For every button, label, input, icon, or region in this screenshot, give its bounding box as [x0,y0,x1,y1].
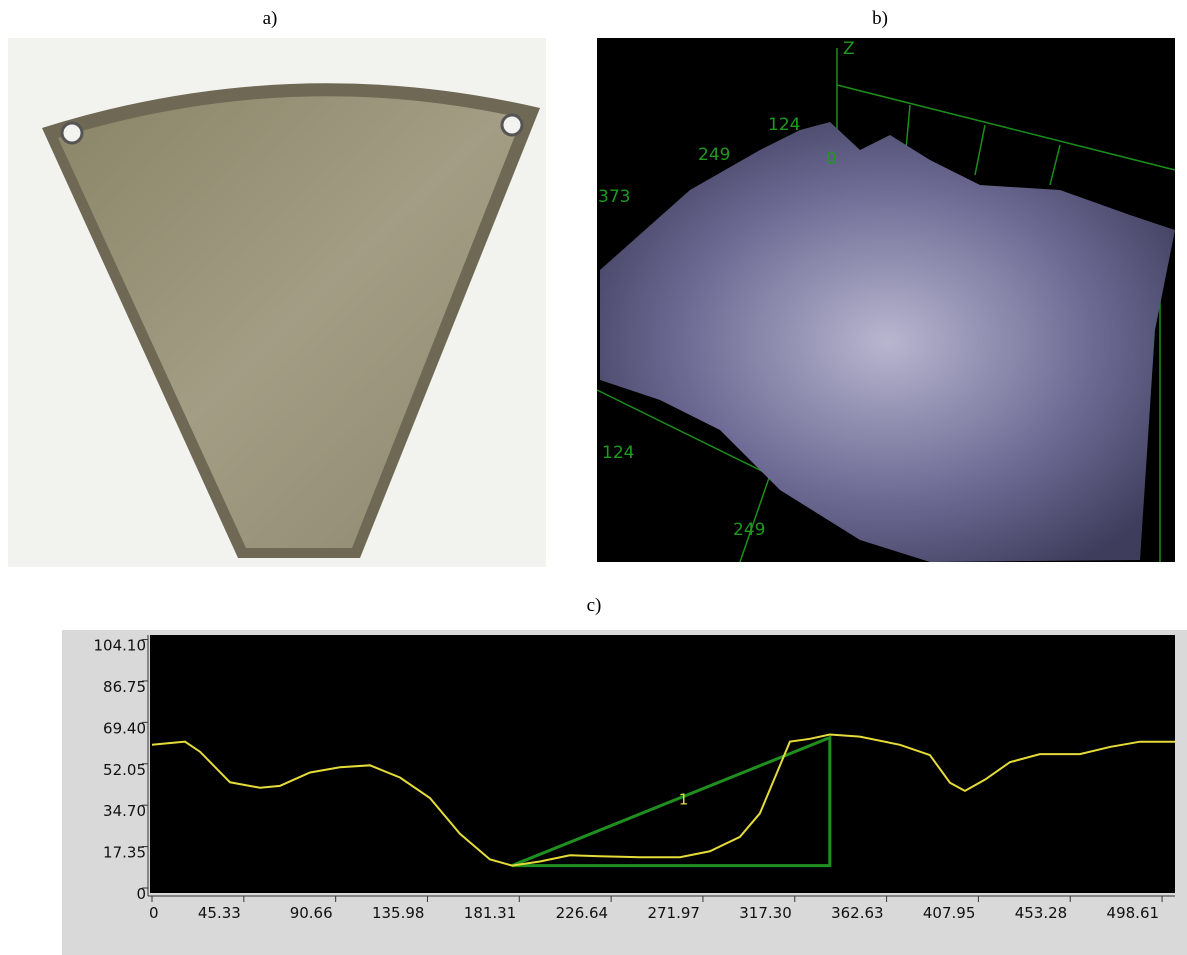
plot-area [150,635,1175,893]
x-tick-label: 498.61 [1107,904,1160,922]
axis-label: 249 [733,520,765,540]
x-tick-label: 135.98 [372,904,425,922]
panel-label: b) [872,8,888,29]
y-tick-label: 86.75 [103,678,146,696]
axis-label: 0 [826,149,837,169]
x-tick-label: 317.30 [739,904,792,922]
x-tick-label: 362.63 [831,904,884,922]
axis-label: Z [843,39,855,59]
x-tick-label: 407.95 [923,904,976,922]
x-tick-label: 181.31 [464,904,517,922]
panel-label: c) [587,595,602,616]
hole [502,115,522,135]
x-tick-label: 453.28 [1015,904,1068,922]
y-tick-label: 17.35 [103,844,146,862]
axis-label: 249 [698,145,730,165]
figure: a) b) Z 124 249 373 0 124 249 c) 0 17.35 3… [0,0,1187,955]
x-tick-label: 90.66 [290,904,333,922]
y-tick-label: 69.40 [103,719,146,737]
panel-label: a) [263,8,278,29]
axis-label: 373 [598,187,630,207]
axis-label: 124 [602,443,634,463]
annotation-label: 1 [679,790,689,808]
y-tick-label: 34.70 [103,802,146,820]
y-tick-label: 52.05 [103,761,146,779]
y-tick-label: 104.10 [94,637,147,655]
x-tick-label: 45.33 [198,904,241,922]
x-tick-label: 226.64 [556,904,609,922]
x-tick-label: 271.97 [647,904,700,922]
x-tick-label: 0 [149,904,159,922]
y-tick-label: 0 [136,885,146,903]
hole [62,123,82,143]
axis-label: 124 [768,115,800,135]
